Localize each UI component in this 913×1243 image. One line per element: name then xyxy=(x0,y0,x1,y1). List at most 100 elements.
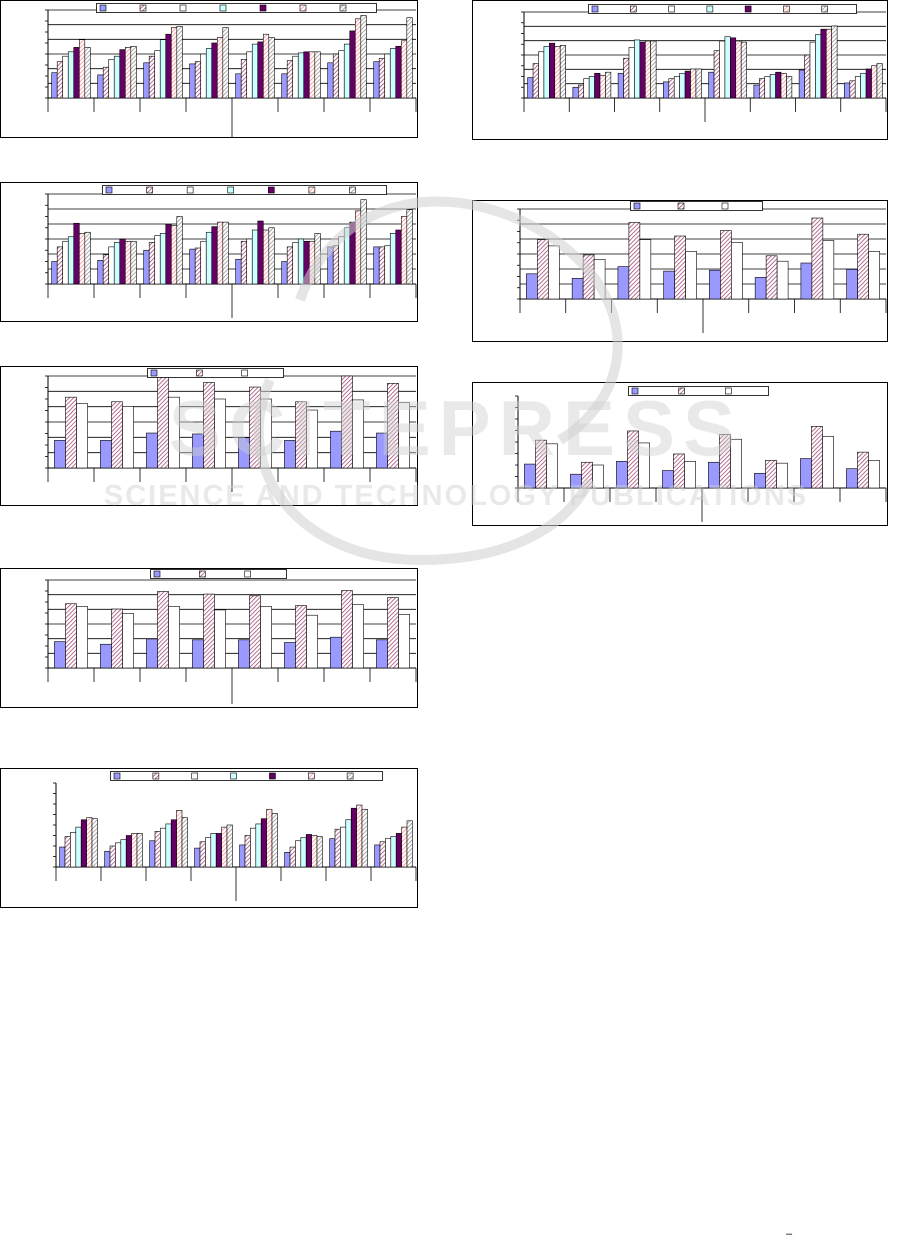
legend-swatch xyxy=(146,186,153,194)
legend-swatch xyxy=(153,570,161,578)
bar xyxy=(398,614,410,669)
bar xyxy=(384,245,391,285)
bar xyxy=(685,251,697,300)
bar xyxy=(122,406,134,469)
bar xyxy=(583,78,590,99)
legend-swatch xyxy=(706,5,714,13)
bar xyxy=(639,41,646,99)
bar xyxy=(104,850,111,868)
bar xyxy=(84,231,91,285)
bar xyxy=(735,40,742,99)
bar xyxy=(239,844,246,868)
bar xyxy=(343,43,351,99)
bar xyxy=(51,72,58,99)
chart-l4 xyxy=(0,568,418,708)
bar xyxy=(327,246,334,285)
bar xyxy=(334,828,341,868)
bar xyxy=(194,247,202,285)
bar xyxy=(124,47,132,99)
bar xyxy=(868,251,880,300)
bar xyxy=(109,845,116,868)
bar xyxy=(800,262,813,300)
bar xyxy=(176,809,183,868)
bar xyxy=(146,432,158,469)
bar xyxy=(286,60,294,99)
bar xyxy=(189,248,196,285)
legend-swatch xyxy=(196,369,203,377)
legend-box xyxy=(628,386,769,396)
bar xyxy=(395,45,402,99)
bar xyxy=(668,78,675,99)
legend-swatch xyxy=(308,186,316,194)
bar xyxy=(695,68,702,99)
bar xyxy=(753,84,760,99)
bar xyxy=(354,18,362,99)
legend-box xyxy=(588,4,857,14)
bar xyxy=(650,40,657,99)
bar xyxy=(543,46,550,99)
legend-box xyxy=(110,771,383,781)
bar xyxy=(76,403,88,469)
bar xyxy=(111,608,123,669)
bar xyxy=(314,233,321,285)
bar xyxy=(262,229,270,285)
bar xyxy=(780,72,787,99)
bar xyxy=(165,823,172,868)
bar xyxy=(205,231,213,285)
bar xyxy=(292,242,299,285)
chart-r2 xyxy=(472,200,888,342)
bar xyxy=(249,386,261,469)
legend-swatch xyxy=(744,5,752,13)
bar xyxy=(65,396,77,469)
bar xyxy=(769,74,776,99)
bar xyxy=(205,837,212,868)
legend-swatch xyxy=(230,772,237,780)
bar xyxy=(260,818,267,868)
bar xyxy=(271,813,278,868)
bar xyxy=(628,222,641,300)
bar xyxy=(765,460,777,489)
chart-r3 xyxy=(472,382,888,526)
bar xyxy=(154,50,161,99)
bar xyxy=(160,827,167,868)
bar xyxy=(340,826,347,868)
bar xyxy=(559,45,566,99)
bar xyxy=(343,227,351,285)
bar xyxy=(831,25,838,99)
bar xyxy=(360,199,367,285)
bar xyxy=(373,61,380,99)
bar xyxy=(868,460,880,489)
bar xyxy=(154,830,161,868)
bar xyxy=(549,42,556,99)
legend-swatch xyxy=(631,387,639,395)
bar xyxy=(255,823,262,868)
bar xyxy=(592,464,604,489)
bar xyxy=(400,40,408,99)
bar xyxy=(56,246,64,285)
bar xyxy=(308,51,316,99)
bar xyxy=(67,51,75,99)
bar xyxy=(130,45,137,99)
bar xyxy=(599,75,606,99)
bar xyxy=(690,68,697,99)
bar xyxy=(524,463,536,489)
bar xyxy=(260,398,272,469)
legend-swatch xyxy=(241,369,248,377)
bar xyxy=(165,33,172,99)
bar xyxy=(238,437,250,469)
bar xyxy=(284,851,291,868)
bar xyxy=(822,436,834,489)
bar xyxy=(297,238,305,285)
bar xyxy=(628,47,635,99)
bar xyxy=(338,50,345,99)
bar xyxy=(192,433,204,469)
bar xyxy=(194,847,201,868)
bar xyxy=(122,613,134,669)
bar xyxy=(708,461,720,489)
legend-box xyxy=(96,3,377,13)
chart-l2 xyxy=(0,182,418,322)
legend-swatch xyxy=(99,4,107,12)
bar xyxy=(262,33,270,99)
bar xyxy=(203,593,215,669)
bar xyxy=(376,432,388,469)
